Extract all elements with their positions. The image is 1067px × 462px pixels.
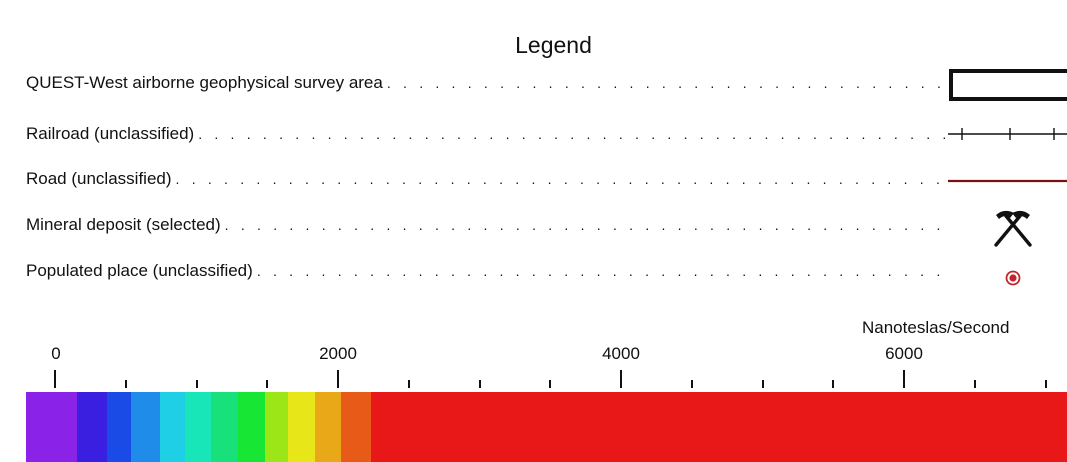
leader-dots: . . . . . . . . . . . . . . . . . . . . … [256, 263, 946, 279]
color-ramp [26, 392, 1067, 462]
ramp-segment [288, 392, 315, 462]
ramp-segment [131, 392, 160, 462]
legend-item-label: Populated place (unclassified) [26, 261, 253, 280]
ramp-segment [77, 392, 107, 462]
ramp-segment [160, 392, 185, 462]
railroad-line [948, 128, 1067, 140]
scale-tick-label: 2000 [319, 344, 357, 363]
ramp-segment [107, 392, 131, 462]
ramp-segment [315, 392, 341, 462]
scale-units-label: Nanoteslas/Second [862, 318, 1010, 337]
leader-dots: . . . . . . . . . . . . . . . . . . . . … [175, 171, 946, 187]
legend-item-label: Road (unclassified) [26, 169, 172, 188]
scale-tick-label: 0 [51, 344, 61, 363]
legend-item-railroad: Railroad (unclassified) . . . . . . . . … [26, 122, 946, 146]
legend-item-label: QUEST-West airborne geophysical survey a… [26, 73, 383, 92]
survey-area-rectangle [949, 69, 1067, 101]
leader-dots: . . . . . . . . . . . . . . . . . . . . … [198, 126, 946, 142]
legend-item-label: Railroad (unclassified) [26, 124, 195, 143]
leader-dots: . . . . . . . . . . . . . . . . . . . . … [224, 217, 946, 233]
populated-place-icon [1005, 270, 1021, 286]
legend-item-survey-area: QUEST-West airborne geophysical survey a… [26, 71, 946, 95]
ramp-segment [185, 392, 211, 462]
ramp-segment [265, 392, 288, 462]
road-line [948, 179, 1067, 183]
crossed-pickaxes-icon [994, 210, 1032, 247]
legend-item-road: Road (unclassified) . . . . . . . . . . … [26, 167, 946, 191]
ramp-segment [211, 392, 238, 462]
scale-ticks [54, 370, 1047, 388]
scale-tick-label: 4000 [602, 344, 640, 363]
legend-item-populated-place: Populated place (unclassified) . . . . .… [26, 259, 946, 283]
ramp-segment [371, 392, 1067, 462]
ramp-segment [26, 392, 77, 462]
legend-title: Legend [515, 32, 592, 58]
legend-item-label: Mineral deposit (selected) [26, 215, 221, 234]
ramp-segment [341, 392, 371, 462]
leader-dots: . . . . . . . . . . . . . . . . . . . . … [386, 75, 946, 91]
legend-item-mineral-deposit: Mineral deposit (selected) . . . . . . .… [26, 213, 946, 237]
scale-tick-label: 6000 [885, 344, 923, 363]
ramp-segment [238, 392, 265, 462]
